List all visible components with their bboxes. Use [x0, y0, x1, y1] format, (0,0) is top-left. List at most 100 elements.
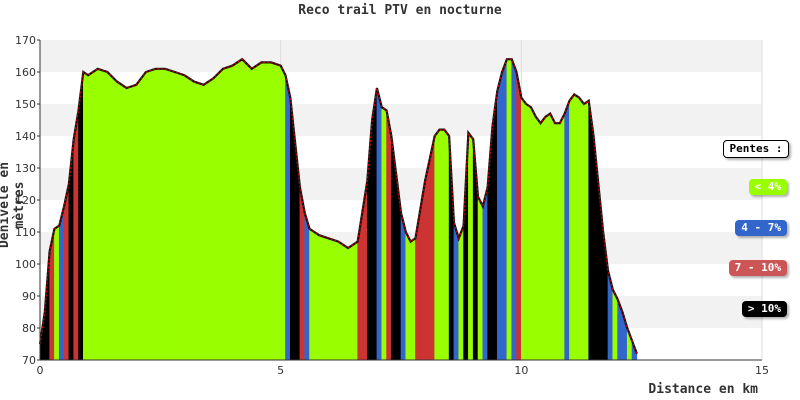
profile-segment	[193, 81, 204, 361]
x-axis-label: Distance en km	[648, 382, 758, 397]
profile-segment	[525, 103, 532, 361]
profile-segment	[381, 106, 387, 361]
x-tick-label: 5	[277, 364, 284, 377]
x-tick-label: 15	[755, 364, 769, 377]
profile-segment	[241, 58, 253, 361]
profile-segment	[453, 222, 460, 361]
profile-segment	[318, 234, 330, 361]
profile-segment	[304, 212, 310, 361]
profile-segment	[458, 225, 464, 361]
profile-segment	[155, 68, 166, 361]
y-axis-label: Dénivelé en mètres	[0, 161, 27, 249]
profile-segment	[376, 87, 383, 361]
chart-title: Reco trail PTV en nocturne	[298, 3, 502, 18]
profile-segment	[87, 68, 99, 361]
profile-segment	[439, 129, 445, 361]
profile-segment	[347, 241, 358, 361]
y-tick-label: 130	[15, 162, 36, 175]
y-tick-label: 140	[15, 130, 36, 143]
legend-item-4-7: 4 - 7%	[735, 220, 787, 236]
profile-segment	[83, 71, 89, 361]
profile-segment	[501, 59, 508, 361]
profile-segment	[116, 81, 127, 361]
profile-segment	[270, 61, 281, 361]
profile-segment	[232, 58, 243, 361]
x-tick-label: 0	[37, 364, 44, 377]
profile-segment	[482, 187, 488, 361]
y-tick-label: 150	[15, 98, 36, 111]
profile-segment	[511, 59, 517, 361]
profile-segment	[564, 100, 570, 361]
tick-labels: 70 80 90 100 110 120 130 140 150 160 170 0 5 10 15	[15, 34, 769, 377]
profile-segment	[554, 122, 561, 361]
profile-segment	[314, 231, 320, 361]
profile-segment	[174, 71, 185, 361]
y-tick-label: 80	[22, 322, 36, 335]
y-tick-label: 170	[15, 34, 36, 47]
profile-segment	[78, 71, 84, 361]
profile-segment	[477, 196, 484, 361]
profile-segment	[222, 65, 233, 361]
profile-segment	[434, 128, 440, 361]
profile-segment	[424, 158, 431, 361]
profile-segment	[135, 71, 147, 361]
profile-segment	[468, 131, 474, 361]
legend-item-lt4: < 4%	[748, 179, 787, 195]
profile-segment	[569, 93, 575, 361]
profile-segment	[145, 68, 156, 361]
profile-segment	[545, 113, 551, 361]
x-tick-label: 10	[514, 364, 528, 377]
y-tick-label: 110	[15, 226, 36, 239]
legend-item-gt10: > 10%	[741, 301, 787, 317]
profile-segment	[444, 128, 450, 361]
grid-band	[40, 40, 762, 72]
profile-segment	[516, 71, 522, 361]
y-tick-label: 100	[15, 258, 36, 271]
elevation-profile	[38, 57, 638, 361]
profile-segment	[203, 77, 214, 361]
profile-segment	[338, 241, 349, 361]
profile-segment	[429, 135, 435, 361]
profile-segment	[371, 87, 378, 361]
profile-segment	[58, 206, 65, 361]
profile-segment	[285, 75, 291, 361]
profile-outline	[39, 58, 638, 354]
profile-segment	[535, 115, 541, 361]
profile-segment	[506, 58, 513, 361]
profile-segment	[521, 96, 527, 361]
profile-segment	[530, 107, 537, 361]
profile-segment	[63, 183, 70, 361]
profile-segment	[309, 228, 315, 361]
profile-segment	[212, 68, 224, 361]
profile-segment	[107, 71, 118, 361]
profile-segment	[578, 96, 585, 361]
profile-segment	[328, 237, 339, 361]
profile-segment	[410, 237, 416, 361]
profile-segment	[400, 212, 407, 361]
legend: Pentes : < 4% 4 - 7% 7 - 10% > 10%	[723, 140, 793, 330]
legend-item-7-10: 7 - 10%	[728, 260, 787, 276]
profile-segment	[251, 61, 262, 361]
profile-segment	[54, 225, 60, 361]
y-tick-label: 90	[22, 290, 36, 303]
profile-segment	[126, 84, 137, 361]
profile-segment	[549, 113, 556, 361]
profile-segment	[97, 68, 108, 361]
profile-segment	[280, 65, 286, 361]
y-tick-label: 120	[15, 194, 36, 207]
profile-segment	[405, 231, 411, 361]
profile-segment	[73, 110, 79, 361]
profile-segment	[559, 113, 565, 361]
profile-segment	[261, 62, 272, 361]
y-tick-label: 70	[22, 354, 36, 367]
legend-title: Pentes :	[723, 140, 789, 158]
profile-segment	[184, 74, 195, 361]
profile-segment	[386, 110, 392, 361]
profile-segment	[583, 100, 590, 361]
profile-segment	[496, 71, 503, 361]
profile-segment	[164, 68, 176, 361]
profile-segment	[573, 93, 580, 361]
profile-segment	[492, 91, 498, 361]
profile-segment	[540, 115, 546, 361]
